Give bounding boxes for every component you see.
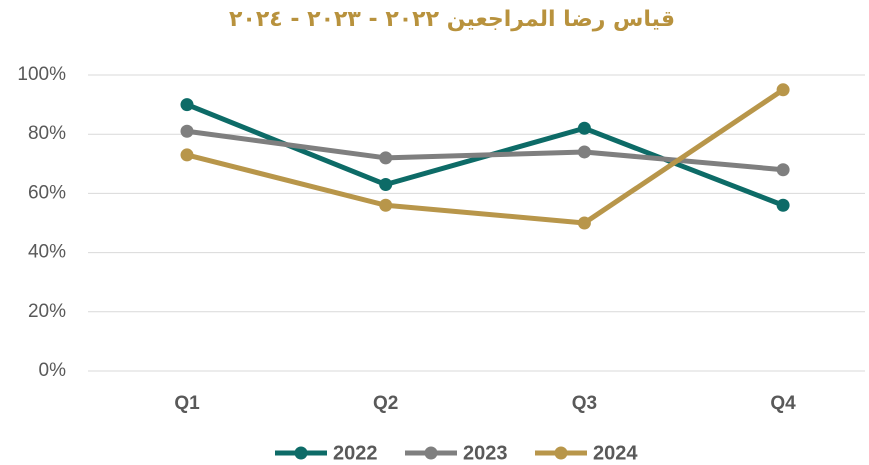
legend-label: 2022 <box>333 442 378 464</box>
x-tick-label: Q2 <box>373 393 398 414</box>
chart-title: قياس رضا المراجعين ٢٠٢٢ - ٢٠٢٣ - ٢٠٢٤ <box>229 7 675 32</box>
legend-label: 2024 <box>593 442 638 464</box>
point <box>180 148 194 162</box>
series-line <box>186 128 784 173</box>
x-tick-label: Q1 <box>174 393 200 414</box>
y-tick-label: 100% <box>17 64 66 85</box>
series-line <box>186 87 785 226</box>
point <box>577 216 591 230</box>
point <box>776 163 790 177</box>
point <box>180 98 194 112</box>
point <box>577 121 591 135</box>
point <box>776 83 790 97</box>
legend-marker <box>554 446 568 460</box>
point <box>379 151 393 165</box>
y-tick-label: 80% <box>28 123 66 144</box>
legend-marker <box>424 446 438 460</box>
point <box>180 124 194 138</box>
legend-label: 2023 <box>463 442 508 464</box>
point <box>379 198 393 212</box>
x-tick-label: Q4 <box>770 393 796 414</box>
point <box>776 198 790 212</box>
y-tick-label: 0% <box>39 360 67 381</box>
legend-marker <box>294 446 308 460</box>
x-tick-label: Q3 <box>572 393 597 414</box>
y-tick-label: 40% <box>28 242 66 263</box>
y-tick-label: 60% <box>28 182 66 203</box>
y-tick-label: 20% <box>28 301 66 322</box>
point <box>379 178 393 192</box>
point <box>577 145 591 159</box>
